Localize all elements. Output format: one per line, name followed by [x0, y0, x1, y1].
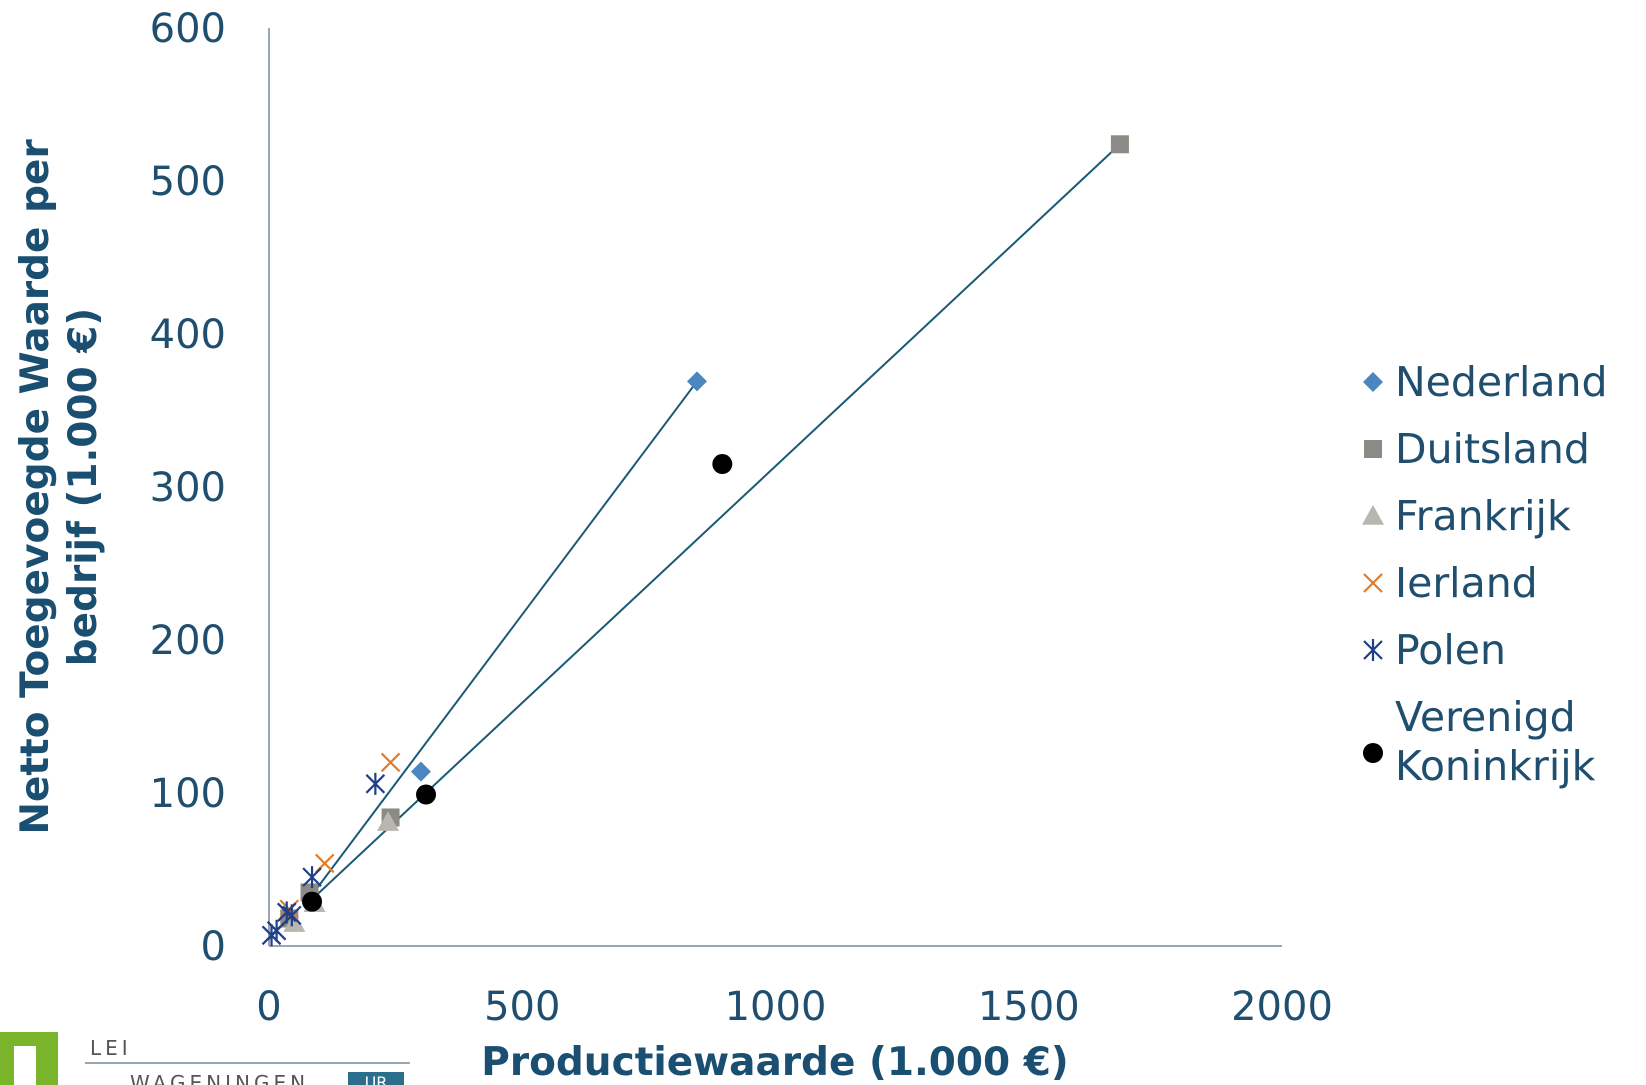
data-point-polen: [365, 772, 386, 795]
legend-label-frankrijk: Frankrijk: [1395, 492, 1571, 540]
y-axis-title-line-1: Netto Toegevoegde Waarde per: [13, 139, 58, 835]
data-point-frankrijk: [283, 912, 306, 932]
legend-label-nederland: Nederland: [1395, 358, 1608, 406]
data-point-duitsland: [1110, 135, 1129, 154]
data-point-ierland: [380, 752, 401, 773]
legend-label-polen: Polen: [1395, 626, 1506, 674]
y-tick-label: 0: [201, 924, 226, 970]
y-tick-label: 400: [150, 312, 226, 358]
legend-label-duitsland: Duitsland: [1395, 425, 1590, 473]
logo-text-lei: LEI: [90, 1036, 132, 1060]
data-point-verenigd-koninkrijk: [416, 784, 437, 805]
y-tick-label: 500: [150, 159, 226, 205]
legend-marker-verenigd-koninkrijk: [1363, 743, 1383, 763]
legend-label-ierland: Ierland: [1395, 559, 1538, 607]
data-points: [261, 135, 1129, 947]
y-tick-labels: 0 100 200 300 400 500 600: [150, 6, 226, 970]
legend-label-verenigd-koninkrijk: Verenigd Koninkrijk: [1395, 693, 1596, 790]
logo-badge-text: UR: [365, 1073, 388, 1085]
logo-text-wageningen: WAGENINGEN: [130, 1071, 309, 1085]
y-tick-label: 600: [150, 6, 226, 52]
legend-marker-nederland: [1363, 372, 1383, 392]
x-tick-label: 2000: [1231, 984, 1333, 1030]
logo-badge: [348, 1072, 404, 1085]
x-axis-title: Productiewaarde (1.000 €): [481, 1040, 1068, 1085]
data-point-polen: [282, 904, 302, 927]
x-tick-label: 500: [484, 984, 560, 1030]
trendline: [306, 380, 698, 903]
trendline: [308, 143, 1121, 903]
y-axis-title-line-2: bedrijf (1.000 €): [61, 308, 106, 667]
data-point-polen: [302, 866, 322, 889]
trendlines: [306, 143, 1121, 903]
x-tick-label: 1000: [725, 984, 827, 1030]
legend-marker-duitsland: [1364, 440, 1382, 458]
y-tick-label: 200: [150, 618, 226, 664]
data-point-verenigd-koninkrijk: [302, 891, 323, 912]
data-point-frankrijk: [377, 811, 400, 831]
y-tick-label: 300: [150, 465, 226, 511]
data-point-nederland: [410, 761, 431, 782]
y-tick-label: 100: [150, 771, 226, 817]
legend-marker-ierland: [1363, 573, 1383, 593]
x-tick-labels: 0 500 1000 1500 2000: [256, 984, 1333, 1030]
legend-marker-frankrijk: [1362, 505, 1384, 525]
x-tick-label: 0: [256, 984, 281, 1030]
legend-marker-polen: [1363, 639, 1383, 661]
x-tick-label: 1500: [978, 984, 1080, 1030]
data-point-nederland: [686, 371, 707, 392]
lei-wageningen-logo: LEI WAGENINGEN UR: [0, 1032, 410, 1085]
data-point-polen: [266, 919, 287, 942]
legend: Nederland Duitsland Frankrijk Ierland Polen V…: [1362, 358, 1608, 790]
data-point-verenigd-koninkrijk: [712, 454, 733, 475]
logo-mark-inner: [14, 1046, 36, 1085]
